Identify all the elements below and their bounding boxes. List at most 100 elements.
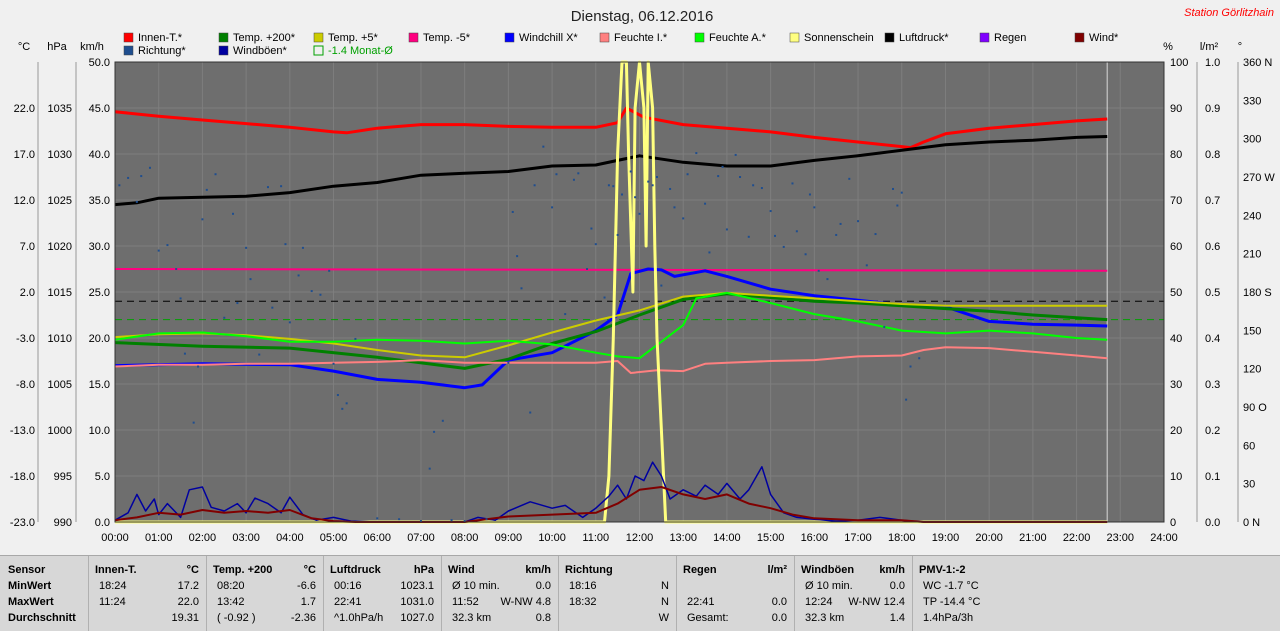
direction-point [629, 170, 632, 173]
kmh-tick: 5.0 [95, 471, 110, 483]
stats-column: Wind km/h Ø 10 min. 0.0 11:52 W-NW 4.8 32.3 km… [441, 556, 558, 631]
time-tick: 21:00 [1019, 532, 1047, 544]
stats-value-cell: 22.0 [177, 596, 199, 608]
time-tick: 17:00 [844, 532, 872, 544]
celsius-tick: -23.0 [10, 517, 35, 529]
kmh-tick: 35.0 [89, 195, 110, 207]
celsius-tick: -8.0 [16, 379, 35, 391]
stats-column: Windböen km/h Ø 10 min. 0.0 12:24 W-NW 12.4 32… [794, 556, 912, 631]
legend-label-1: Temp. +200* [233, 32, 296, 44]
direction-point [808, 193, 811, 196]
stats-column: Innen-T. °C 18:24 17.2 11:24 22.0 19.31 [88, 556, 206, 631]
stats-column: Luftdruck hPa 00:16 1023.1 22:41 1031.0 ^1.0hP… [323, 556, 441, 631]
rain-tick: 0.0 [1205, 517, 1220, 529]
direction-point [214, 173, 217, 176]
series-line-feuchte-i [114, 346, 1108, 374]
percent-tick: 0 [1170, 517, 1176, 529]
direction-point [826, 278, 829, 281]
direction-point [804, 253, 807, 256]
chart-svg: Dienstag, 06.12.2016 Station Görlitzhain… [10, 7, 1275, 544]
direction-point [533, 184, 536, 187]
stats-value-cell: W-NW 12.4 [848, 596, 905, 608]
direction-tick: 0 N [1243, 517, 1260, 529]
time-tick: 14:00 [713, 532, 741, 544]
direction-point [747, 235, 750, 238]
stats-time-cell: 22:41 [334, 596, 362, 608]
direction-point [634, 196, 637, 199]
hpa-tick: 990 [54, 517, 72, 529]
direction-point [892, 187, 895, 190]
direction-point [328, 269, 331, 272]
stats-time-cell: WC -1.7 °C [923, 580, 979, 592]
direction-point [817, 269, 820, 272]
direction-point [813, 206, 816, 209]
time-tick: 08:00 [451, 532, 479, 544]
direction-point [284, 243, 287, 246]
rain-tick: 0.4 [1205, 333, 1220, 345]
direction-point [157, 249, 160, 252]
direction-point [673, 206, 676, 209]
percent-tick: 80 [1170, 149, 1182, 161]
stats-time-cell: 00:16 [334, 580, 362, 592]
stats-value-cell: 0.8 [535, 612, 551, 624]
stats-time-cell: 32.3 km [805, 612, 845, 624]
stats-column-title: Innen-T. [95, 564, 137, 576]
stats-time-cell: ^1.0hPa/h [334, 612, 384, 624]
stats-column: PMV-1:-2 WC -1.7 °C TP -14.4 °C 1.4hPa/3h [912, 556, 1112, 631]
direction-point [909, 365, 912, 368]
percent-tick: 40 [1170, 333, 1182, 345]
direction-point [725, 228, 728, 231]
legend-label-11: Richtung* [138, 45, 186, 57]
percent-tick: 10 [1170, 471, 1182, 483]
direction-point [647, 180, 650, 183]
direction-point [354, 337, 357, 340]
unit-lm2: l/m² [1200, 41, 1219, 53]
series-line-feuchte-a [114, 291, 1108, 360]
legend-swatch-3 [408, 32, 419, 43]
rain-tick: 0.7 [1205, 195, 1220, 207]
direction-point [341, 407, 344, 410]
rain-tick: 1.0 [1205, 57, 1220, 69]
direction-point [205, 188, 208, 191]
series-line-temp-5 [114, 291, 1108, 359]
stats-time-cell: 11:52 [452, 596, 479, 608]
series-line-wind [114, 486, 1108, 523]
direction-point [271, 306, 274, 309]
hpa-tick: 1000 [48, 425, 72, 437]
kmh-tick: 45.0 [89, 103, 110, 115]
stats-value-cell: 17.2 [177, 580, 199, 592]
kmh-tick: 50.0 [89, 57, 110, 69]
stats-value-cell: N [661, 580, 669, 592]
direction-point [140, 175, 143, 178]
stats-column-title: Luftdruck [330, 564, 381, 576]
direction-point [201, 218, 204, 221]
legend-swatch-13 [313, 45, 324, 56]
time-tick: 10:00 [538, 532, 566, 544]
time-tick: 20:00 [975, 532, 1003, 544]
celsius-tick: -18.0 [10, 471, 35, 483]
direction-point [319, 293, 322, 296]
stats-time-cell: 18:24 [99, 580, 127, 592]
celsius-tick: 22.0 [14, 103, 35, 115]
direction-point [485, 518, 488, 521]
direction-tick: 330 [1243, 95, 1261, 107]
stats-value-cell: 1.4 [889, 612, 905, 624]
direction-point [288, 321, 291, 324]
kmh-tick: 0.0 [95, 517, 110, 529]
direction-point [179, 297, 182, 300]
plot-frame [114, 61, 1165, 523]
legend-swatch-4 [504, 32, 515, 43]
direction-point [148, 166, 151, 169]
direction-point [428, 467, 431, 470]
direction-point [848, 177, 851, 180]
stats-time-cell: 11:24 [99, 596, 126, 608]
direction-point [612, 185, 615, 188]
percent-tick: 20 [1170, 425, 1182, 437]
direction-point [516, 255, 519, 258]
stats-column-title: Temp. +200 [213, 564, 273, 576]
weather-chart: Dienstag, 06.12.2016 Station Görlitzhain… [9, 7, 1276, 544]
direction-point [717, 175, 720, 178]
unit-deg: ° [1238, 41, 1242, 53]
unit-celsius: °C [18, 41, 30, 53]
direction-point [166, 244, 169, 247]
